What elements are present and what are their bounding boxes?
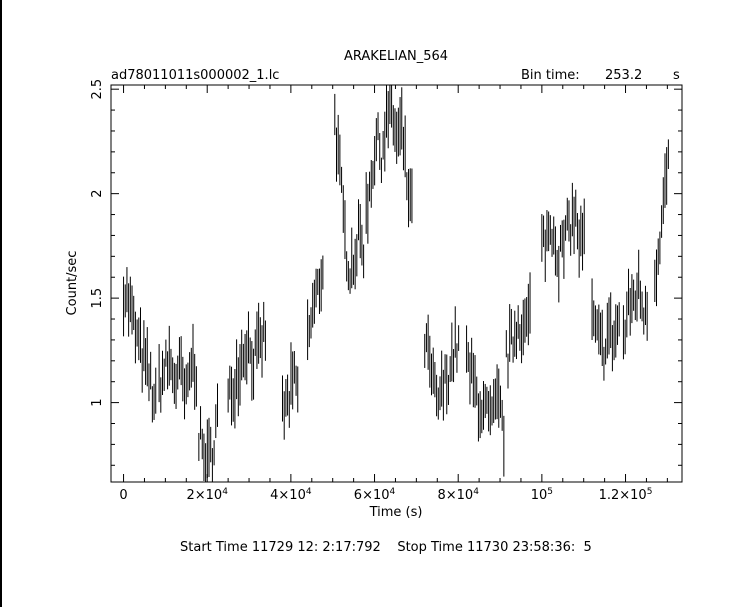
stop-time-label: Stop Time [397, 540, 463, 555]
stop-time-value: 11730 23:58:36: 5 [466, 540, 592, 555]
y-tick-label-1: 1.5 [90, 288, 105, 309]
chart-title: ARAKELIAN_564 [344, 49, 448, 64]
x-tick-label-3: 6×104 [354, 487, 396, 503]
start-time-value: 11729 12: 2:17:792 [251, 540, 381, 555]
x-axis-label: Time (s) [369, 505, 423, 520]
x-tick-label-4: 8×104 [437, 487, 479, 503]
bin-time-value: 253.2 [605, 68, 642, 83]
x-tick-label-0: 0 [119, 488, 127, 503]
start-time-label: Start Time [180, 540, 248, 555]
y-tick-label-3: 2.5 [90, 79, 105, 100]
x-tick-label-6: 1.2×105 [599, 487, 653, 503]
x-tick-label-5: 105 [531, 487, 553, 503]
axis-ticks-group: 0 2×104 4×104 6×104 8×104 105 1.2×105 1 1.5 2 2.5 [90, 79, 682, 503]
window-left-border [0, 0, 2, 607]
bin-time-unit: s [673, 68, 680, 83]
x-tick-label-1: 2×104 [186, 487, 228, 503]
time-range-footer: Start Time 11729 12: 2:17:792 Stop Time … [180, 540, 592, 555]
bin-time-label: Bin time: [521, 68, 580, 83]
y-tick-label-2: 2 [90, 190, 105, 198]
data-points-group [123, 85, 669, 482]
plot-frame [110, 84, 683, 483]
y-tick-label-0: 1 [90, 398, 105, 406]
y-axis-label: Count/sec [65, 251, 80, 316]
x-tick-label-2: 4×104 [270, 487, 312, 503]
file-name-label: ad78011011s000002_1.lc [111, 68, 279, 83]
